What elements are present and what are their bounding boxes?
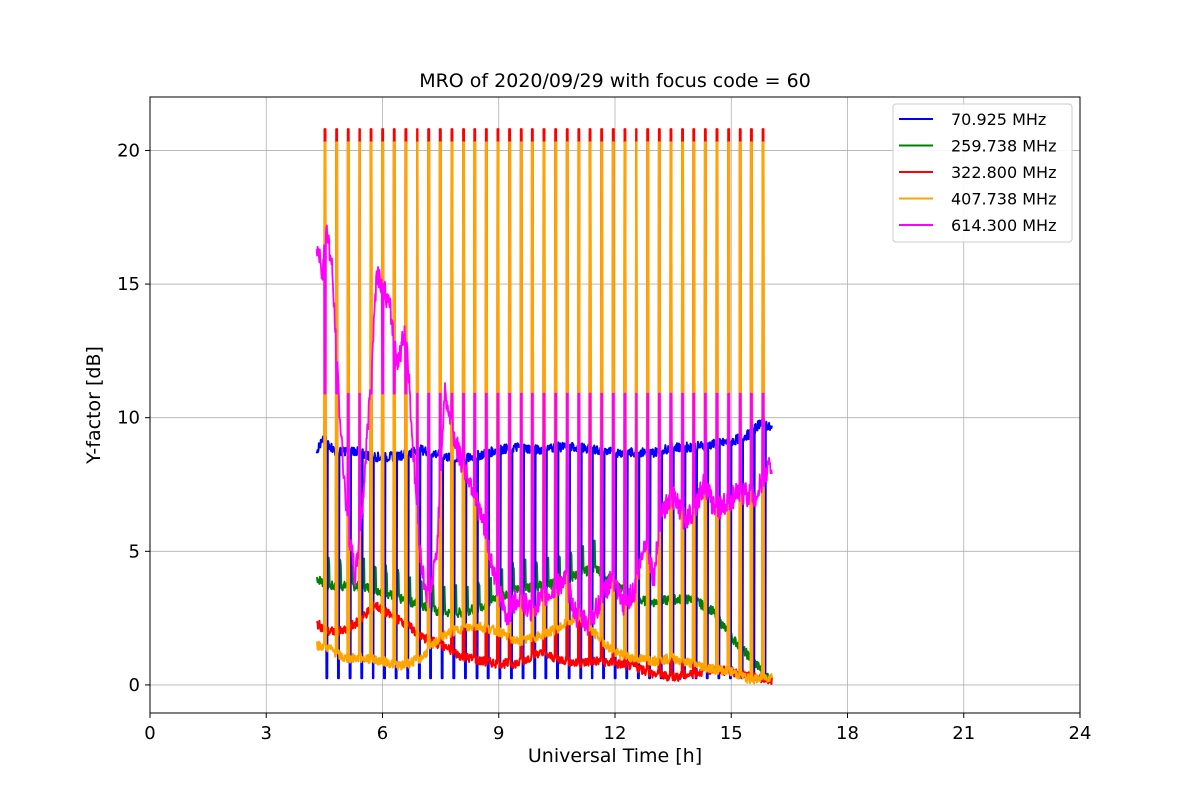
x-tick-label: 18	[836, 723, 859, 744]
legend-label: 70.925 MHz	[951, 110, 1046, 129]
legend-box	[892, 103, 1073, 243]
plot-area	[149, 96, 1081, 714]
x-tick-label: 3	[261, 723, 272, 744]
x-tick-label: 24	[1069, 723, 1092, 744]
x-tick-label: 21	[952, 723, 975, 744]
series-line	[315, 224, 773, 636]
y-tick-label: 10	[117, 408, 140, 429]
y-tick-label: 5	[129, 541, 140, 562]
y-axis: 0 5 10 15 20	[117, 140, 150, 696]
y-axis-label: Y-factor [dB]	[83, 346, 105, 465]
x-axis: 0 3 6 9 12 15 18 21 24	[144, 713, 1091, 744]
y-tick-label: 20	[117, 140, 140, 161]
series-line	[315, 141, 773, 685]
legend-label: 614.300 MHz	[951, 216, 1056, 235]
x-tick-label: 0	[144, 723, 155, 744]
x-axis-label: Universal Time [h]	[528, 745, 702, 767]
x-tick-label: 9	[493, 723, 504, 744]
x-tick-label: 12	[604, 723, 627, 744]
x-tick-label: 6	[377, 723, 388, 744]
y-tick-label: 15	[117, 274, 140, 295]
chart-title: MRO of 2020/09/29 with focus code = 60	[419, 70, 811, 92]
x-tick-label: 15	[720, 723, 743, 744]
legend-label: 259.738 MHz	[951, 137, 1056, 156]
legend-label: 407.738 MHz	[951, 190, 1056, 209]
series-layer	[315, 128, 773, 685]
y-tick-label: 0	[129, 675, 140, 696]
legend: 70.925 MHz 259.738 MHz 322.800 MHz 407.738 …	[892, 103, 1073, 243]
legend-label: 322.800 MHz	[951, 163, 1056, 182]
